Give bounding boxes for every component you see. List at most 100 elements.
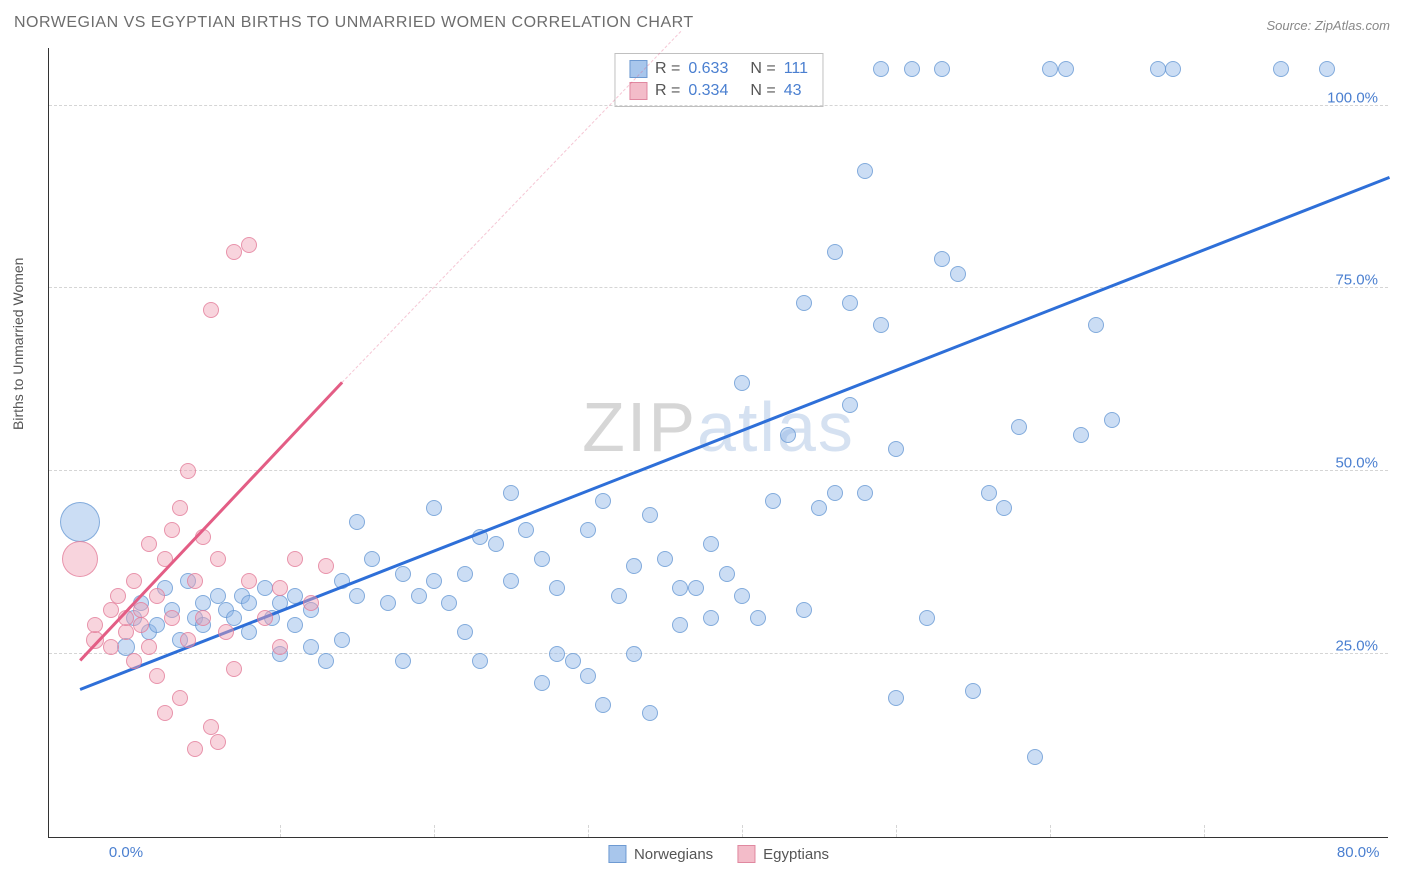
data-point xyxy=(149,617,165,633)
data-point xyxy=(565,653,581,669)
legend-r-value: 0.334 xyxy=(688,82,728,100)
gridline-v xyxy=(434,825,435,837)
data-point xyxy=(141,639,157,655)
ytick-label: 25.0% xyxy=(1335,638,1378,655)
legend-r-label: R = xyxy=(655,60,680,78)
data-point xyxy=(981,485,997,501)
ytick-label: 100.0% xyxy=(1327,89,1378,106)
data-point xyxy=(827,244,843,260)
data-point xyxy=(133,617,149,633)
data-point xyxy=(888,690,904,706)
data-point xyxy=(1058,61,1074,77)
data-point xyxy=(965,683,981,699)
legend-item: Egyptians xyxy=(737,845,829,863)
legend-item: Norwegians xyxy=(608,845,713,863)
gridline-v xyxy=(742,825,743,837)
data-point xyxy=(257,610,273,626)
data-point xyxy=(934,61,950,77)
data-point xyxy=(149,588,165,604)
data-point xyxy=(611,588,627,604)
data-point xyxy=(103,602,119,618)
data-point xyxy=(734,588,750,604)
data-point xyxy=(780,427,796,443)
source-label: Source: ZipAtlas.com xyxy=(1266,18,1390,33)
correlation-legend: R = 0.633N = 111R = 0.334 N = 43 xyxy=(614,53,823,107)
gridline-v xyxy=(896,825,897,837)
legend-n-label: N = xyxy=(750,82,775,100)
data-point xyxy=(441,595,457,611)
data-point xyxy=(796,602,812,618)
data-point xyxy=(195,595,211,611)
data-point xyxy=(426,500,442,516)
data-point xyxy=(1273,61,1289,77)
watermark: ZIPatlas xyxy=(582,387,855,467)
data-point xyxy=(534,551,550,567)
data-point xyxy=(703,536,719,552)
data-point xyxy=(750,610,766,626)
ytick-label: 50.0% xyxy=(1335,455,1378,472)
data-point xyxy=(164,610,180,626)
data-point xyxy=(103,639,119,655)
legend-row: R = 0.633N = 111 xyxy=(615,58,822,80)
data-point xyxy=(1165,61,1181,77)
data-point xyxy=(210,734,226,750)
legend-n-value: 111 xyxy=(784,60,808,78)
data-point xyxy=(549,646,565,662)
gridline-h xyxy=(49,287,1388,288)
data-point xyxy=(626,558,642,574)
data-point xyxy=(426,573,442,589)
data-point xyxy=(1150,61,1166,77)
data-point xyxy=(580,522,596,538)
data-point xyxy=(996,500,1012,516)
data-point xyxy=(595,493,611,509)
data-point xyxy=(1104,412,1120,428)
data-point xyxy=(796,295,812,311)
trendline-extension xyxy=(341,32,681,384)
data-point xyxy=(1319,61,1335,77)
data-point xyxy=(210,588,226,604)
data-point xyxy=(457,624,473,640)
data-point xyxy=(272,639,288,655)
data-point xyxy=(549,580,565,596)
data-point xyxy=(257,580,273,596)
data-point xyxy=(87,617,103,633)
data-point xyxy=(157,705,173,721)
legend-n-value: 43 xyxy=(784,82,802,100)
gridline-h xyxy=(49,105,1388,106)
data-point xyxy=(349,588,365,604)
data-point xyxy=(888,441,904,457)
data-point xyxy=(364,551,380,567)
data-point xyxy=(118,624,134,640)
data-point xyxy=(657,551,673,567)
data-point xyxy=(303,595,319,611)
data-point xyxy=(187,741,203,757)
data-point xyxy=(719,566,735,582)
data-point xyxy=(472,653,488,669)
data-point xyxy=(187,573,203,589)
xtick-label: 0.0% xyxy=(109,844,143,861)
data-point xyxy=(1042,61,1058,77)
data-point xyxy=(688,580,704,596)
data-point xyxy=(919,610,935,626)
data-point xyxy=(241,573,257,589)
data-point xyxy=(842,295,858,311)
data-point xyxy=(904,61,920,77)
data-point xyxy=(873,317,889,333)
data-point xyxy=(203,719,219,735)
data-point xyxy=(857,163,873,179)
legend-swatch xyxy=(608,845,626,863)
legend-label: Norwegians xyxy=(634,846,713,863)
data-point xyxy=(318,558,334,574)
data-point xyxy=(149,668,165,684)
chart-title: NORWEGIAN VS EGYPTIAN BIRTHS TO UNMARRIE… xyxy=(14,14,694,32)
data-point xyxy=(60,502,100,542)
gridline-v xyxy=(588,825,589,837)
series-legend: Norwegians Egyptians xyxy=(608,845,829,863)
data-point xyxy=(811,500,827,516)
trendline xyxy=(79,176,1389,690)
data-point xyxy=(203,302,219,318)
legend-label: Egyptians xyxy=(763,846,829,863)
data-point xyxy=(210,551,226,567)
data-point xyxy=(303,639,319,655)
data-point xyxy=(842,397,858,413)
